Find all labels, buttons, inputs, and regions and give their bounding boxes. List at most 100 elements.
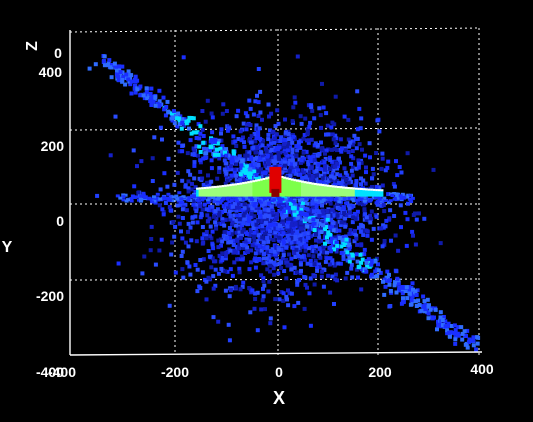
histogram-bar-top	[316, 183, 320, 186]
data-point	[186, 169, 191, 174]
data-point	[220, 258, 225, 263]
data-point	[384, 218, 389, 223]
data-point	[350, 220, 355, 225]
data-point	[184, 208, 189, 213]
data-point	[471, 338, 476, 343]
data-point	[307, 138, 311, 143]
data-point	[224, 171, 229, 176]
histogram-bar	[339, 186, 343, 197]
data-point	[359, 176, 363, 181]
data-point	[238, 129, 243, 134]
data-point	[285, 153, 290, 158]
data-point	[354, 166, 359, 171]
data-point	[242, 210, 247, 215]
data-point	[215, 141, 220, 146]
data-point	[363, 153, 368, 158]
data-point	[347, 176, 352, 181]
histogram-bar-top	[265, 177, 269, 180]
data-point	[357, 106, 362, 111]
data-point	[191, 146, 196, 151]
data-point	[403, 210, 408, 215]
data-point	[267, 114, 271, 119]
data-point	[258, 110, 263, 115]
data-point	[414, 217, 419, 222]
data-point	[306, 140, 311, 145]
data-point	[375, 199, 380, 203]
data-point	[308, 223, 313, 228]
data-point	[191, 152, 196, 157]
y-tick-label: -200	[36, 288, 64, 304]
data-point	[121, 193, 126, 197]
data-point	[188, 172, 193, 177]
data-point	[438, 241, 443, 246]
data-point	[135, 87, 140, 92]
data-point	[226, 204, 230, 209]
data-point	[173, 224, 178, 229]
data-point	[303, 217, 308, 222]
data-point	[285, 144, 290, 149]
data-point	[234, 223, 238, 228]
data-point	[256, 168, 261, 173]
data-point	[114, 64, 118, 69]
data-point	[300, 197, 305, 201]
data-point	[248, 171, 253, 176]
data-point	[227, 338, 232, 343]
data-point	[176, 214, 181, 219]
data-point	[333, 204, 338, 209]
data-point	[220, 149, 225, 154]
data-point	[240, 229, 245, 234]
data-point	[135, 164, 139, 169]
data-point	[223, 209, 227, 213]
data-point	[300, 201, 305, 205]
data-point	[157, 88, 162, 93]
data-point	[194, 136, 199, 140]
data-point	[296, 254, 301, 258]
data-point	[265, 226, 270, 231]
data-point	[347, 246, 352, 251]
data-point	[330, 258, 335, 263]
data-point	[282, 198, 287, 202]
data-point	[272, 148, 277, 153]
data-point	[161, 197, 166, 201]
data-point	[275, 226, 280, 230]
histogram-bar	[267, 176, 271, 197]
data-point	[259, 221, 264, 226]
data-point	[207, 195, 212, 200]
data-point	[252, 203, 257, 208]
data-point	[290, 119, 295, 124]
data-point	[303, 282, 308, 287]
data-point	[220, 220, 225, 225]
data-point	[274, 244, 279, 249]
histogram-bar	[280, 176, 284, 197]
data-point	[409, 298, 414, 303]
histogram-bar	[221, 185, 225, 197]
data-point	[180, 249, 185, 254]
data-point	[364, 215, 369, 220]
data-point	[198, 204, 203, 209]
histogram-bar	[234, 183, 238, 197]
data-point	[319, 238, 324, 243]
data-point	[243, 195, 248, 199]
histogram-bar-top	[221, 185, 225, 188]
data-point	[193, 263, 198, 267]
data-point	[172, 234, 177, 239]
data-point	[200, 270, 205, 275]
data-point	[243, 251, 248, 255]
data-point	[259, 167, 264, 172]
data-point	[237, 270, 242, 275]
y-axis-label: Y	[2, 239, 13, 256]
data-point	[324, 230, 329, 235]
data-point	[293, 100, 298, 105]
data-point	[224, 153, 229, 158]
data-point	[245, 222, 250, 227]
data-point	[222, 158, 227, 163]
data-point	[262, 199, 267, 204]
data-point	[358, 252, 363, 257]
data-point	[194, 209, 199, 214]
data-point	[221, 197, 226, 201]
data-point	[336, 164, 340, 168]
data-point	[197, 136, 202, 141]
data-point	[248, 229, 253, 234]
data-point	[338, 160, 342, 165]
data-point	[208, 145, 213, 150]
